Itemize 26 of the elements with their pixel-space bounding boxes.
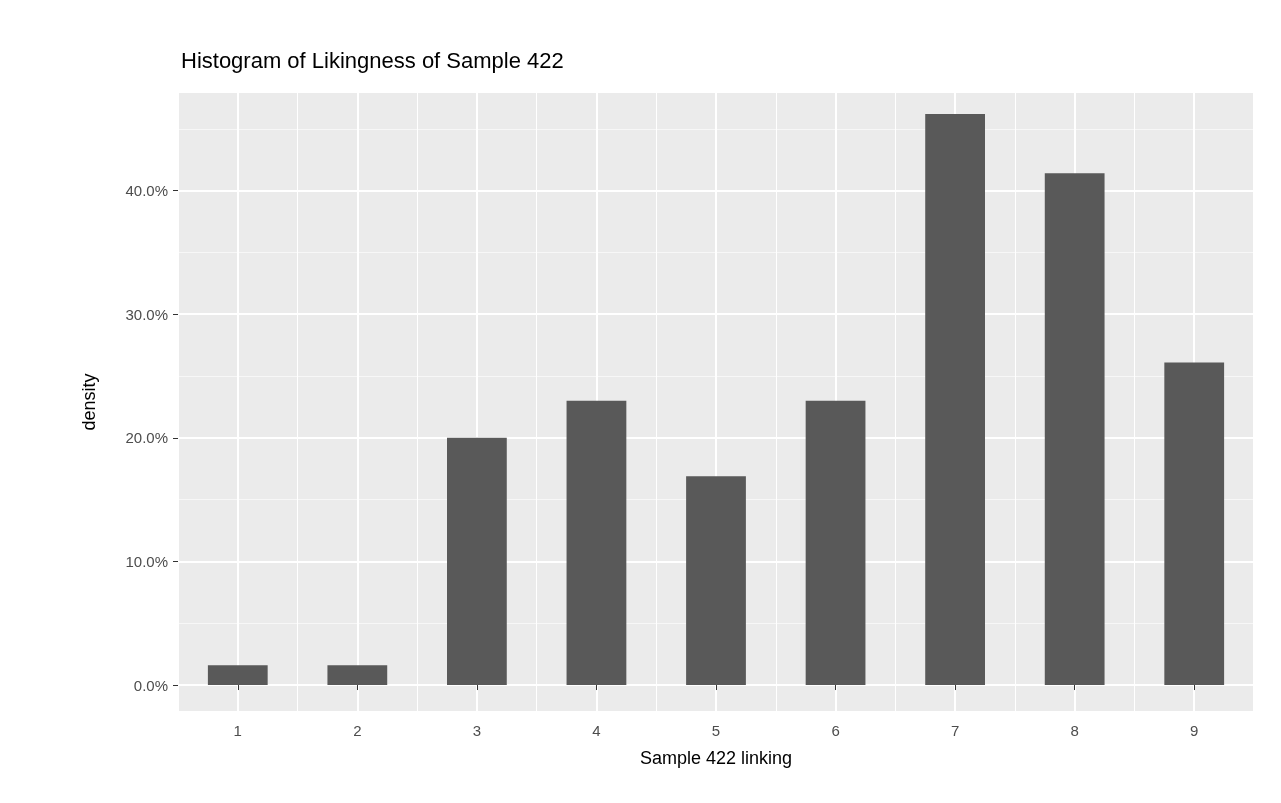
- bar: [1044, 173, 1105, 686]
- y-axis-title: density: [79, 373, 99, 431]
- bar: [207, 665, 268, 686]
- bar: [1164, 362, 1225, 686]
- bar: [447, 437, 507, 686]
- bar: [805, 400, 866, 686]
- bar: [566, 400, 627, 686]
- x-tick-label: 4: [592, 722, 601, 739]
- x-axis-title: Sample 422 linking: [639, 748, 793, 768]
- x-tick-label: 6: [831, 722, 840, 739]
- y-tick-label: 0.0%: [133, 676, 168, 694]
- chart-title: Histogram of Likingness of Sample 422: [181, 47, 564, 73]
- x-tick-label: 2: [353, 722, 362, 739]
- y-tick-label: 40.0%: [125, 182, 168, 200]
- y-tick-label: 20.0%: [125, 429, 168, 447]
- x-tick-label: 9: [1190, 722, 1199, 739]
- y-tick-label: 30.0%: [125, 305, 168, 323]
- x-tick-label: 5: [711, 722, 721, 739]
- x-tick-label: 8: [1070, 722, 1079, 739]
- x-tick-label: 1: [233, 722, 242, 739]
- bar: [686, 476, 746, 686]
- x-tick-label: 7: [950, 722, 960, 739]
- bar: [925, 114, 985, 686]
- y-tick-label: 10.0%: [125, 552, 168, 570]
- x-tick-label: 3: [472, 722, 482, 739]
- bar: [327, 665, 388, 686]
